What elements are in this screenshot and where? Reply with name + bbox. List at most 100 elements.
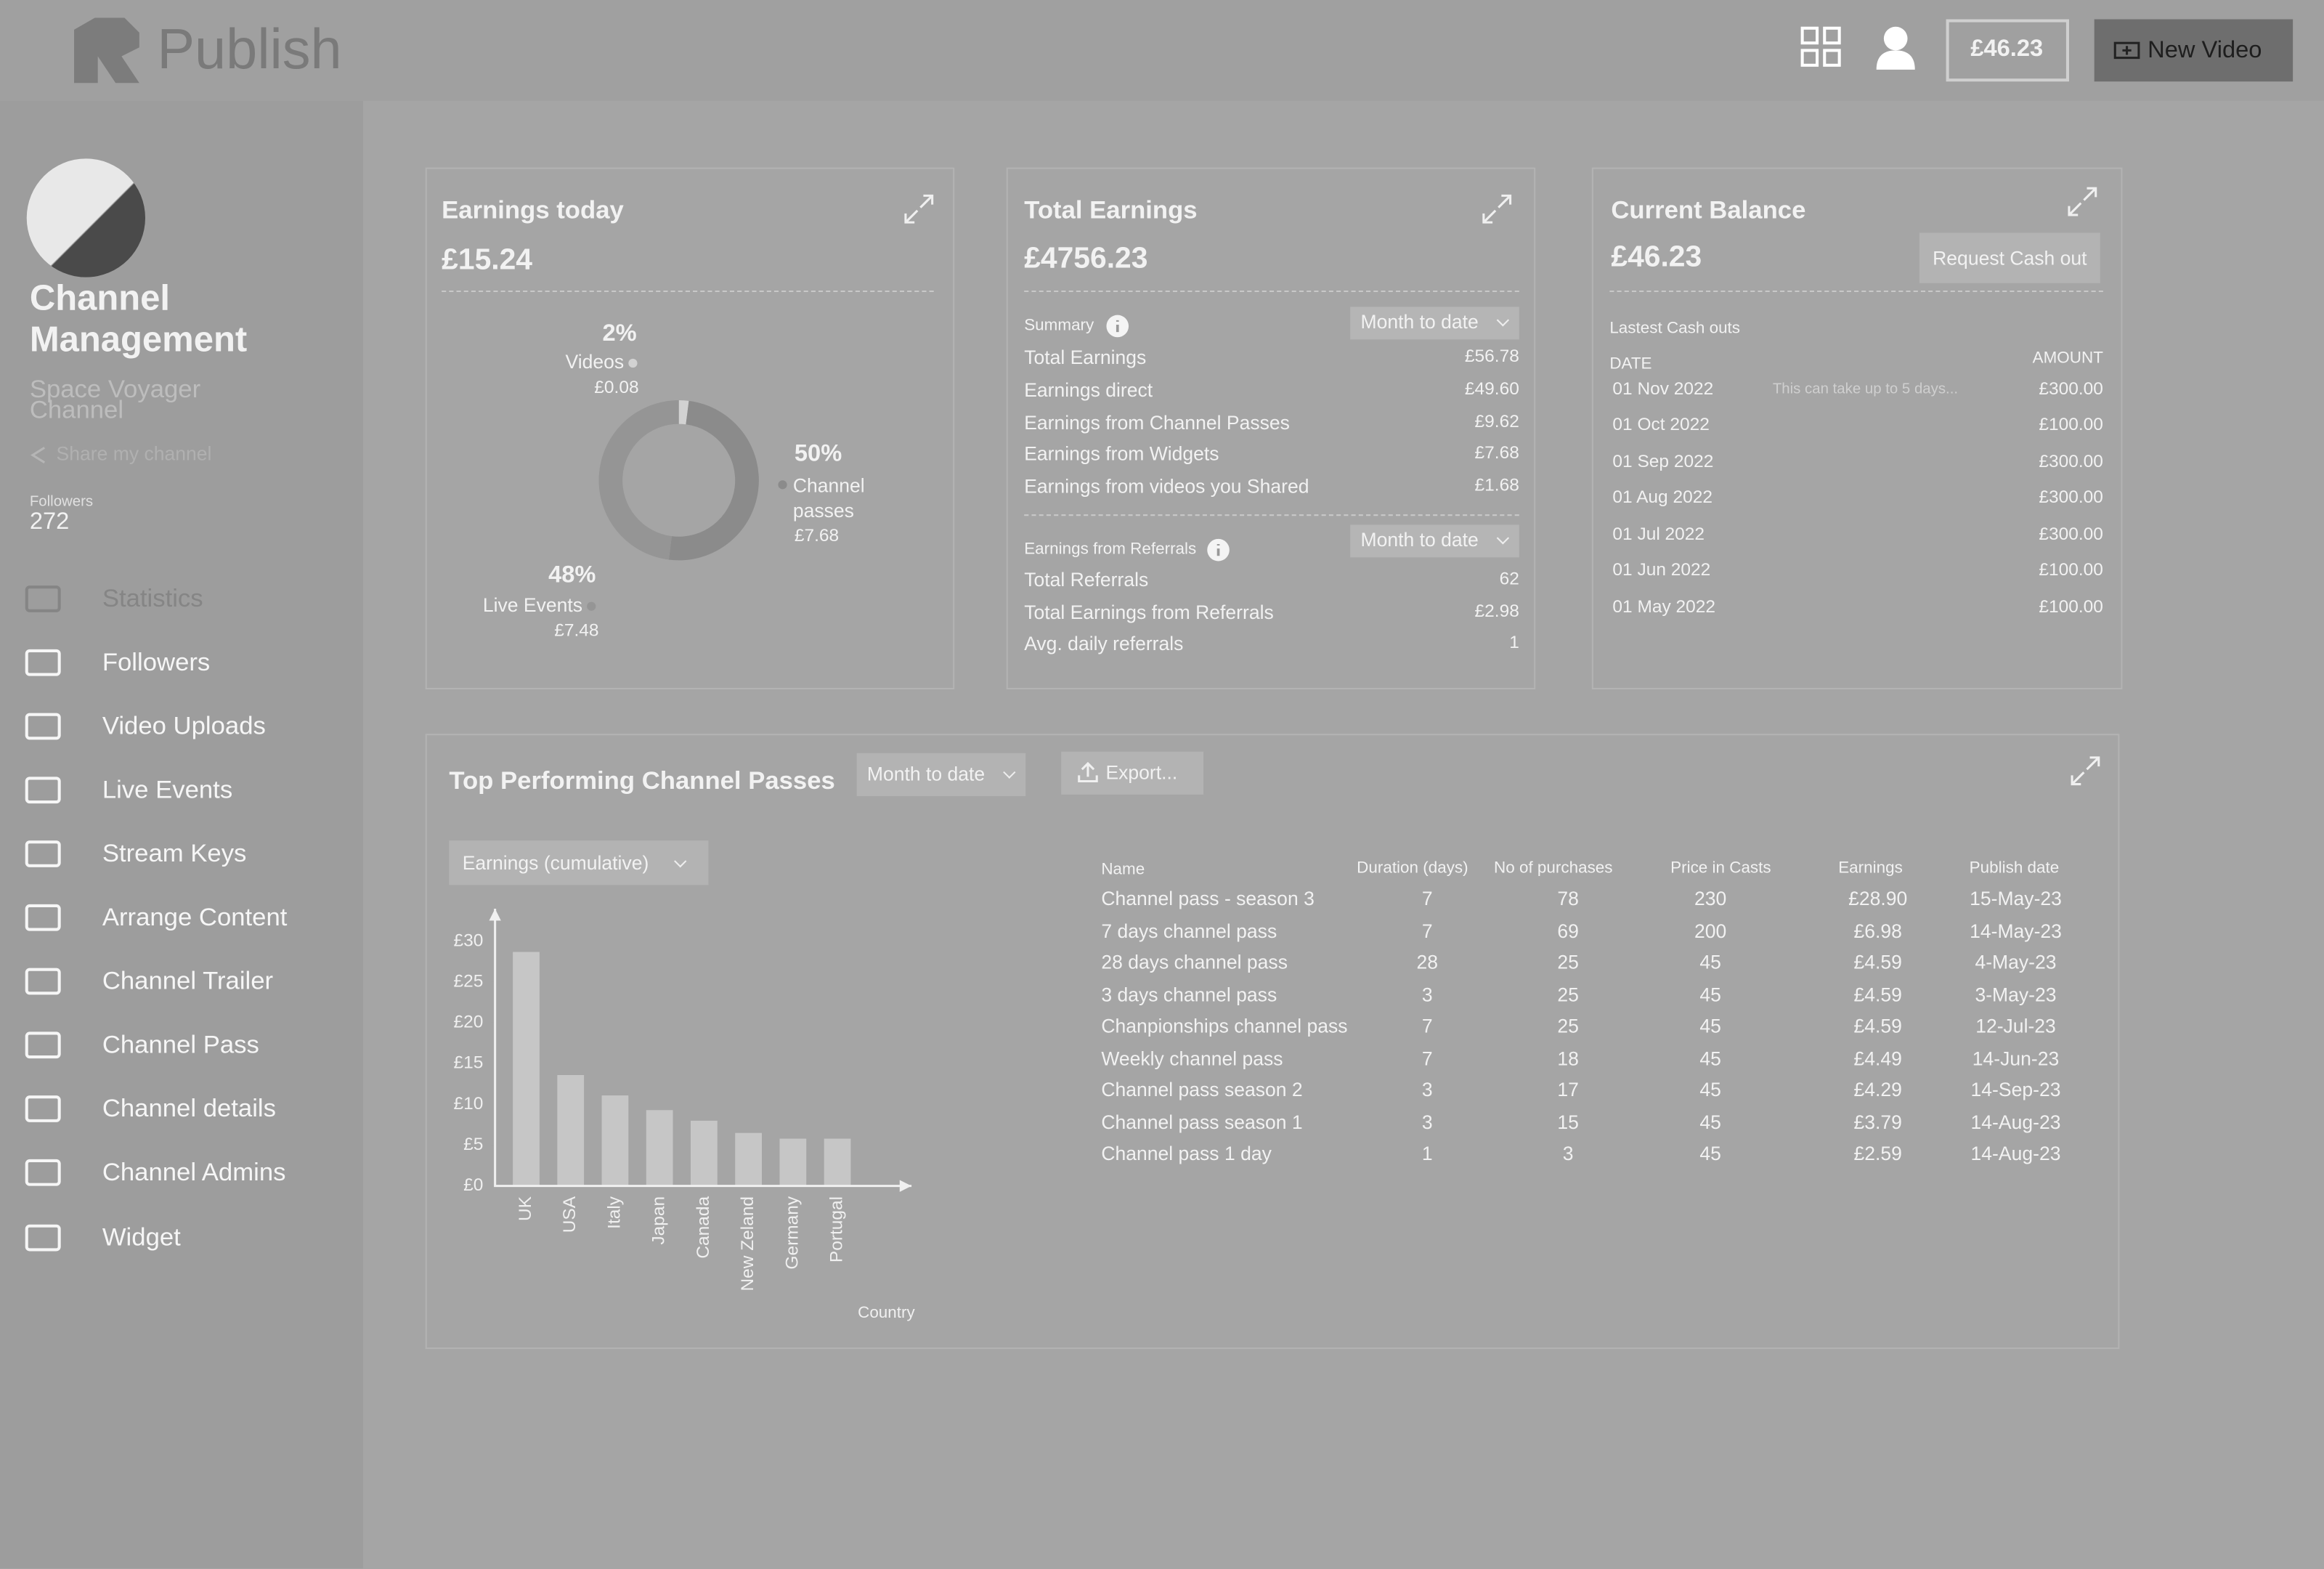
column-header: DATE	[1609, 355, 1652, 373]
bar	[646, 1110, 673, 1186]
table-cell: 1	[1421, 1142, 1433, 1165]
row-label: Total Earnings from Referrals	[1024, 601, 1274, 624]
nav-item[interactable]: Arrange Content	[102, 903, 288, 932]
table-cell: 14-Aug-23	[1970, 1142, 2061, 1165]
dropdown[interactable]	[1350, 307, 1519, 340]
share-link[interactable]: Share my channel	[56, 442, 212, 465]
x-tick-label: Germany	[782, 1196, 802, 1269]
y-tick-label: £0	[463, 1175, 483, 1195]
top-passes-card	[425, 734, 2120, 1350]
table-cell: 3-May-23	[1975, 983, 2057, 1005]
row-value: £2.98	[1474, 600, 1519, 622]
logo-text: Publish	[157, 19, 342, 82]
note: This can take up to 5 days...	[1772, 381, 1959, 398]
dropdown-label[interactable]: Month to date	[1360, 528, 1479, 551]
bar	[513, 952, 540, 1186]
row-value: £1.68	[1474, 474, 1519, 495]
nav-item[interactable]: Statistics	[102, 584, 203, 613]
balance[interactable]: £46.23	[1970, 36, 2044, 62]
nav-item[interactable]: Channel Trailer	[102, 967, 274, 995]
cashout-amount: £300.00	[2039, 486, 2103, 508]
table-cell: £4.59	[1853, 951, 1902, 973]
cashout-date: 01 Aug 2022	[1612, 486, 1712, 508]
dropdown-label[interactable]: Earnings (cumulative)	[462, 851, 649, 875]
table-cell: 7	[1421, 887, 1433, 910]
pie-amount: £0.08	[594, 376, 639, 398]
donut-slice	[678, 400, 689, 425]
nav-item[interactable]: Followers	[102, 648, 211, 677]
nav-item[interactable]: Channel Pass	[102, 1030, 259, 1059]
column-header: AMOUNT	[2032, 349, 2103, 368]
expand-icon[interactable]	[2068, 187, 2097, 216]
expand-icon[interactable]	[2071, 756, 2100, 786]
new-video-label[interactable]: New Video	[2148, 38, 2262, 64]
nav-icon	[25, 713, 61, 740]
nav-item[interactable]: Live Events	[102, 775, 233, 804]
user-icon[interactable]	[1876, 25, 1915, 70]
row-value: £7.68	[1474, 442, 1519, 463]
table-cell: £2.59	[1853, 1142, 1902, 1165]
cashout-amount: £300.00	[2039, 523, 2103, 545]
card-amount: £15.24	[442, 243, 533, 277]
cashout-amount: £100.00	[2039, 413, 2103, 435]
nav-icon	[25, 1031, 61, 1059]
cashout-amount: £100.00	[2039, 559, 2103, 580]
export-button[interactable]	[1061, 751, 1204, 795]
apps-icon[interactable]	[1800, 26, 1842, 68]
dropdown[interactable]	[856, 753, 1026, 796]
nav-item[interactable]: Channel Admins	[102, 1158, 286, 1187]
export-glyph	[1078, 761, 1098, 783]
table-cell: 4-May-23	[1975, 951, 2057, 973]
row-label: Earnings direct	[1024, 378, 1153, 402]
table-cell: 45	[1699, 1142, 1721, 1165]
nav-icon	[25, 1224, 61, 1252]
bar	[601, 1095, 629, 1186]
nav-item[interactable]: Stream Keys	[102, 839, 247, 868]
dropdown[interactable]	[1350, 524, 1519, 558]
x-tick-label: USA	[560, 1196, 580, 1233]
expand-arrows	[904, 194, 934, 224]
cashout-amount: £300.00	[2039, 378, 2103, 400]
nav-item[interactable]: Widget	[102, 1223, 181, 1252]
pie-amount: £7.48	[554, 620, 599, 641]
row-label: Total Referrals	[1024, 568, 1149, 591]
row-value: £9.62	[1474, 410, 1519, 432]
export-label[interactable]: Export...	[1105, 761, 1178, 784]
x-tick-label: Canada	[694, 1196, 713, 1259]
expand-icon[interactable]	[1482, 194, 1512, 224]
donut-slice	[668, 400, 759, 561]
dropdown-label[interactable]: Month to date	[1360, 310, 1479, 333]
row-label: Total Earnings	[1024, 346, 1147, 369]
pie-amount: £7.68	[794, 524, 840, 546]
dropdown-label[interactable]: Month to date	[866, 763, 986, 785]
expand-arrows	[1482, 194, 1512, 224]
pie-percent: 50%	[794, 441, 842, 467]
followers-label: Followers	[29, 494, 94, 511]
table-cell: £3.79	[1853, 1110, 1902, 1133]
nav-item[interactable]: Channel details	[102, 1094, 277, 1123]
table-cell: £4.29	[1853, 1078, 1902, 1101]
nav-item[interactable]: Video Uploads	[102, 712, 266, 740]
row-label: Avg. daily referrals	[1024, 632, 1184, 655]
x-tick-label: Japan	[649, 1196, 669, 1245]
table-cell: 78	[1557, 887, 1579, 910]
section-label: Summary	[1024, 317, 1094, 335]
table-cell: Channel pass season 2	[1101, 1078, 1303, 1101]
donut-chart	[598, 400, 759, 561]
card-title: Total Earnings	[1024, 195, 1198, 224]
channel-name: Space Voyager Channel	[29, 375, 201, 424]
table-cell: 3	[1421, 983, 1433, 1005]
divider	[1024, 514, 1519, 516]
logo-icon	[74, 17, 139, 84]
legend-dot	[587, 601, 596, 611]
bar-chart: £0 £5 £10 £15 £20 £25 £30 UK USA Italy Japan Canada…	[453, 909, 915, 1321]
expand-icon[interactable]	[904, 194, 934, 224]
cashout-button[interactable]	[1919, 232, 2100, 283]
dropdown[interactable]	[449, 840, 709, 885]
balance-box[interactable]	[1946, 19, 2069, 82]
table-cell: Chanpionships channel pass	[1101, 1015, 1348, 1037]
cashout-date: 01 May 2022	[1612, 596, 1716, 617]
table-cell: £4.59	[1853, 1015, 1902, 1037]
cashout-label[interactable]: Request Cash out	[1933, 246, 2087, 269]
